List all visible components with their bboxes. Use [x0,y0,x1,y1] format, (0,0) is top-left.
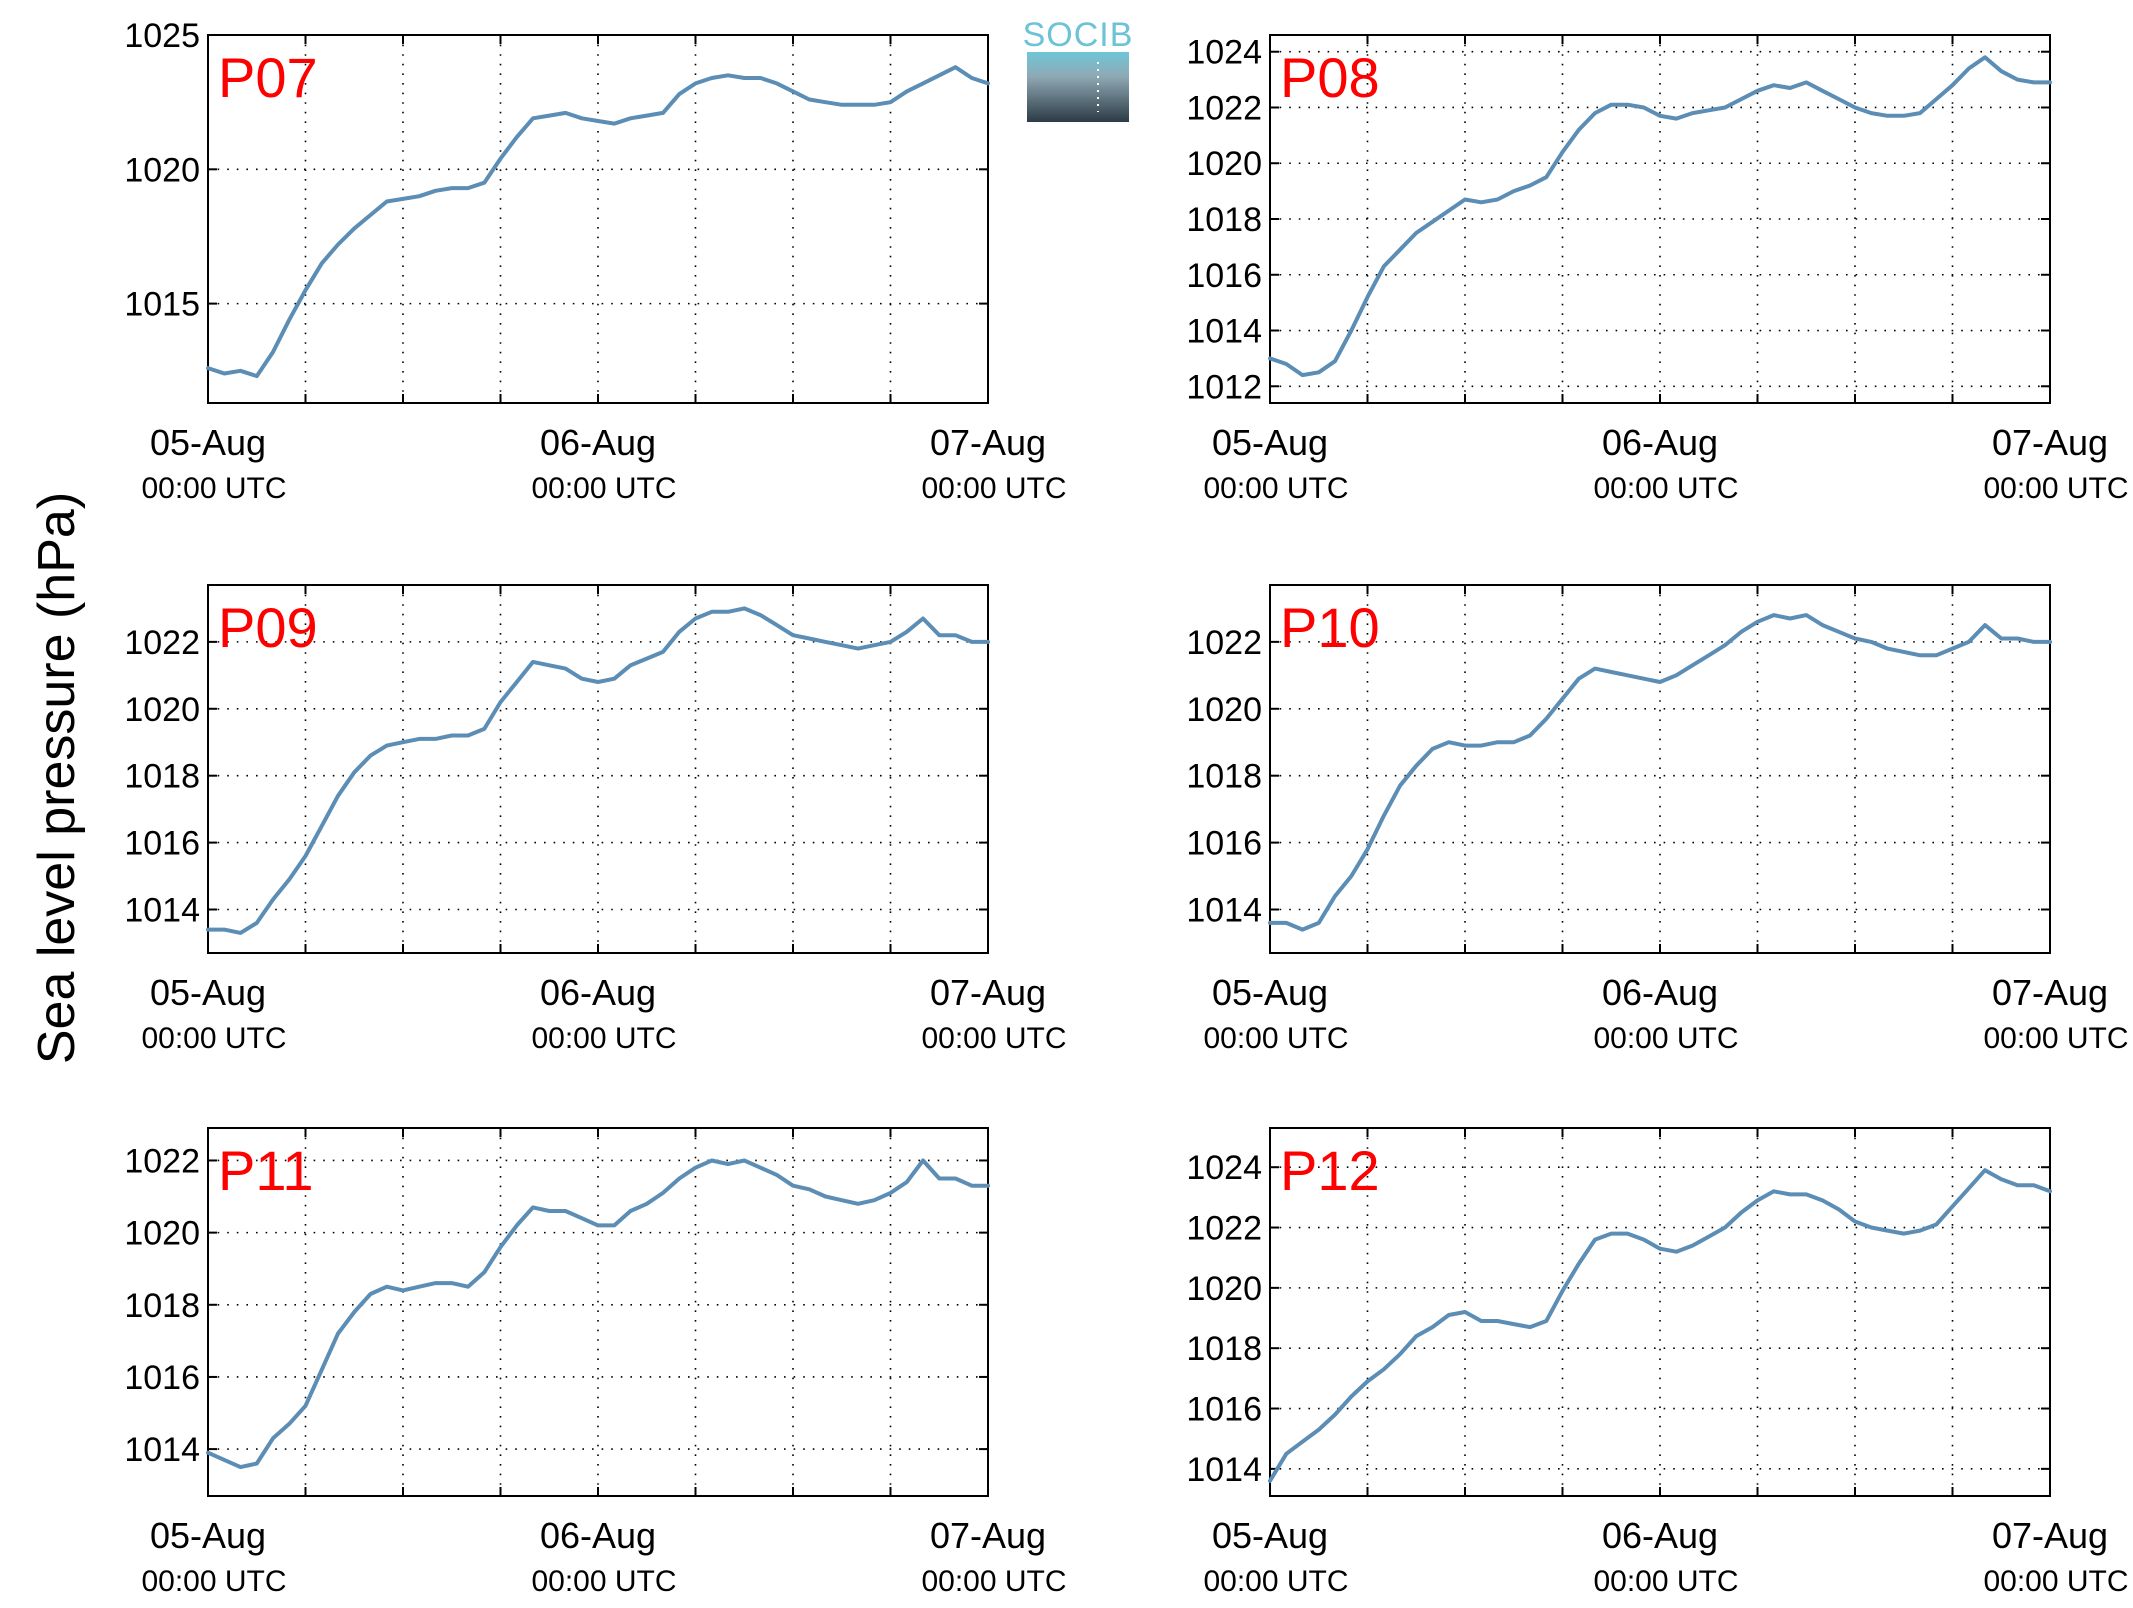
y-tick-label: 1014 [1186,892,1262,930]
x-tick-label-date: 07-Aug [930,1515,1046,1556]
x-tick-label-time: 00:00 UTC [141,472,286,505]
x-tick-label-time: 00:00 UTC [531,472,676,505]
x-tick-label-date: 05-Aug [150,1515,266,1556]
x-tick-label-time: 00:00 UTC [1203,472,1348,505]
x-tick-label-time: 00:00 UTC [921,1022,1066,1055]
y-tick-label: 1016 [1186,257,1262,295]
series-line-p07 [206,65,990,379]
panel-label: P11 [218,1139,313,1202]
x-tick-label-time: 00:00 UTC [1203,1022,1348,1055]
logo-text: SOCIB [1023,16,1134,54]
y-tick-label: 1024 [1186,34,1262,72]
y-tick-label: 1020 [1186,145,1262,183]
x-tick-label-date: 06-Aug [1602,972,1718,1013]
x-tick-label-date: 07-Aug [1992,1515,2108,1556]
x-tick-label-date: 05-Aug [150,972,266,1013]
x-tick-label-date: 07-Aug [930,972,1046,1013]
y-tick-label: 1025 [124,17,200,55]
x-tick-label-date: 05-Aug [150,422,266,463]
chart-panel-p07: 1015 1020 1025 05-Aug 00:00 UTC 06-Aug 00:00 U… [124,17,1066,505]
x-tick-label-date: 07-Aug [1992,972,2108,1013]
y-tick-label: 1016 [124,825,200,863]
chart-panel-p10: 1014 1016 1018 1020 1022 05-Aug 00:00 UTC 06-Au… [1186,584,2129,1055]
x-tick-label-time: 00:00 UTC [1593,1022,1738,1055]
logo-mark [1027,52,1129,122]
y-axis-label: Sea level pressure (hPa) [28,492,86,1064]
x-tick-label-time: 00:00 UTC [1983,1565,2128,1598]
series-line-p09 [206,606,990,935]
x-tick-label-date: 06-Aug [540,972,656,1013]
y-tick-label: 1018 [1186,201,1262,239]
y-tick-label: 1020 [124,691,200,729]
y-tick-label: 1022 [1186,89,1262,127]
y-tick-label: 1024 [1186,1149,1262,1187]
y-tick-label: 1014 [1186,1451,1262,1489]
y-tick-label: 1016 [1186,825,1262,863]
panel-label: P08 [1280,46,1380,109]
y-tick-label: 1020 [124,1215,200,1253]
y-tick-label: 1022 [1186,624,1262,662]
y-tick-label: 1018 [1186,1330,1262,1368]
x-tick-label-time: 00:00 UTC [141,1565,286,1598]
x-tick-label-time: 00:00 UTC [1983,472,2128,505]
x-tick-label-date: 05-Aug [1212,422,1328,463]
series-line-p08 [1268,55,2052,378]
y-tick-label: 1018 [1186,758,1262,796]
series-line-p10 [1268,613,2052,932]
x-tick-label-date: 06-Aug [540,1515,656,1556]
y-tick-label: 1016 [124,1359,200,1397]
chart-panel-p09: 1014 1016 1018 1020 1022 05-Aug 00:00 UTC 06-Au… [124,584,1067,1055]
y-tick-label: 1020 [124,151,200,189]
x-tick-label-date: 07-Aug [930,422,1046,463]
x-tick-label-time: 00:00 UTC [531,1565,676,1598]
x-tick-label-time: 00:00 UTC [1593,1565,1738,1598]
y-tick-label: 1014 [124,1431,200,1469]
series-line-p12 [1268,1168,2052,1483]
chart-panel-p11: 1014 1016 1018 1020 1022 05-Aug 00:00 UTC 06-Au… [124,1127,1067,1598]
y-tick-label: 1020 [1186,691,1262,729]
y-tick-label: 1012 [1186,368,1262,406]
y-tick-label: 1018 [124,758,200,796]
x-tick-label-date: 05-Aug [1212,972,1328,1013]
y-tick-label: 1014 [1186,313,1262,351]
panel-label: P09 [218,596,318,659]
series-line-p11 [206,1158,990,1470]
y-tick-label: 1018 [124,1287,200,1325]
x-tick-label-date: 07-Aug [1992,422,2108,463]
x-tick-label-time: 00:00 UTC [141,1022,286,1055]
x-tick-label-time: 00:00 UTC [1983,1022,2128,1055]
x-tick-label-date: 06-Aug [540,422,656,463]
x-tick-label-time: 00:00 UTC [531,1022,676,1055]
panel-label: P12 [1280,1139,1380,1202]
y-tick-label: 1022 [124,624,200,662]
chart-panel-p12: 1014 1016 1018 1020 1022 1024 05-Aug 00:00 UTC 0… [1186,1127,2129,1598]
x-tick-label-time: 00:00 UTC [1203,1565,1348,1598]
x-tick-label-date: 06-Aug [1602,422,1718,463]
x-tick-label-date: 05-Aug [1212,1515,1328,1556]
chart-panel-p08: 1012 1014 1016 1018 1020 1022 1024 05-Aug 00:00 … [1186,34,2128,505]
x-tick-label-time: 00:00 UTC [1593,472,1738,505]
panel-label: P10 [1280,596,1380,659]
panel-label: P07 [218,46,318,109]
y-tick-label: 1020 [1186,1270,1262,1308]
y-tick-label: 1022 [1186,1210,1262,1248]
x-tick-label-time: 00:00 UTC [921,1565,1066,1598]
y-tick-label: 1016 [1186,1391,1262,1429]
x-tick-label-time: 00:00 UTC [921,472,1066,505]
socib-logo: SOCIB [1023,16,1134,122]
x-tick-label-date: 06-Aug [1602,1515,1718,1556]
y-tick-label: 1015 [124,286,200,324]
y-tick-label: 1014 [124,892,200,930]
y-tick-label: 1022 [124,1142,200,1180]
